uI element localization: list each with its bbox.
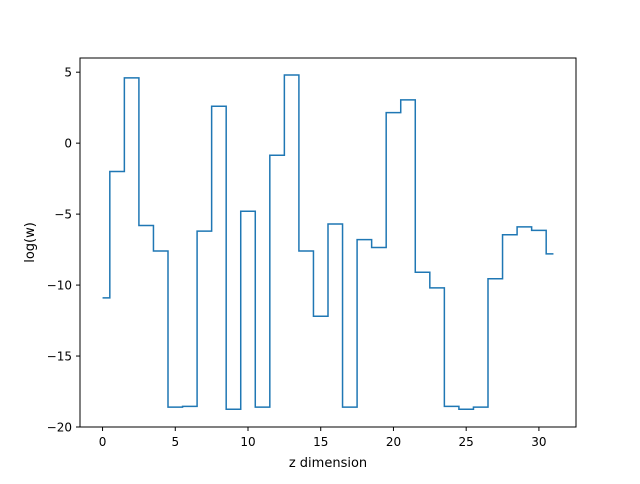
data-point (378, 246, 380, 248)
data-point (101, 297, 103, 299)
x-axis-label: z dimension (289, 456, 367, 471)
data-point (363, 238, 365, 240)
data-point (189, 405, 191, 407)
x-tick-label: 0 (99, 435, 107, 449)
data-point (436, 287, 438, 289)
x-tick-label: 20 (386, 435, 401, 449)
y-tick-label: 5 (64, 66, 72, 80)
y-tick-label: 0 (64, 137, 72, 151)
data-point (465, 408, 467, 410)
y-tick-label: −20 (47, 421, 72, 435)
data-point (174, 406, 176, 408)
data-point (349, 406, 351, 408)
y-axis-label: log(w) (23, 222, 38, 263)
data-point (261, 406, 263, 408)
data-point (407, 99, 409, 101)
data-point (538, 229, 540, 231)
data-point (334, 223, 336, 225)
data-point (218, 105, 220, 107)
plot-frame (79, 57, 577, 428)
y-tick-label: −15 (47, 350, 72, 364)
data-point (276, 154, 278, 156)
data-point (247, 210, 249, 212)
data-point (160, 250, 162, 252)
x-tick-label: 30 (531, 435, 546, 449)
y-axis: 5 0 −5 −10 −15 −20 (47, 66, 80, 435)
series-line-0 (102, 74, 554, 411)
data-point (392, 111, 394, 113)
data-point (421, 271, 423, 273)
data-point (130, 77, 132, 79)
data-point (203, 230, 205, 232)
data-point (290, 74, 292, 76)
y-tick-label: −5 (54, 208, 72, 222)
y-tick-label: −10 (47, 279, 72, 293)
data-point (523, 226, 525, 228)
plot-area (79, 57, 577, 428)
x-axis: 0 5 10 15 20 25 30 (99, 427, 547, 449)
data-point (552, 253, 554, 255)
data-point (116, 170, 118, 172)
series-layer (101, 74, 554, 411)
data-point (480, 406, 482, 408)
x-tick-label: 25 (459, 435, 474, 449)
x-tick-label: 15 (313, 435, 328, 449)
x-tick-label: 5 (171, 435, 179, 449)
data-point (305, 250, 307, 252)
data-point (450, 405, 452, 407)
data-point (494, 277, 496, 279)
data-point (320, 315, 322, 317)
x-tick-label: 10 (240, 435, 255, 449)
data-point (509, 233, 511, 235)
data-point (232, 408, 234, 410)
data-point (145, 224, 147, 226)
